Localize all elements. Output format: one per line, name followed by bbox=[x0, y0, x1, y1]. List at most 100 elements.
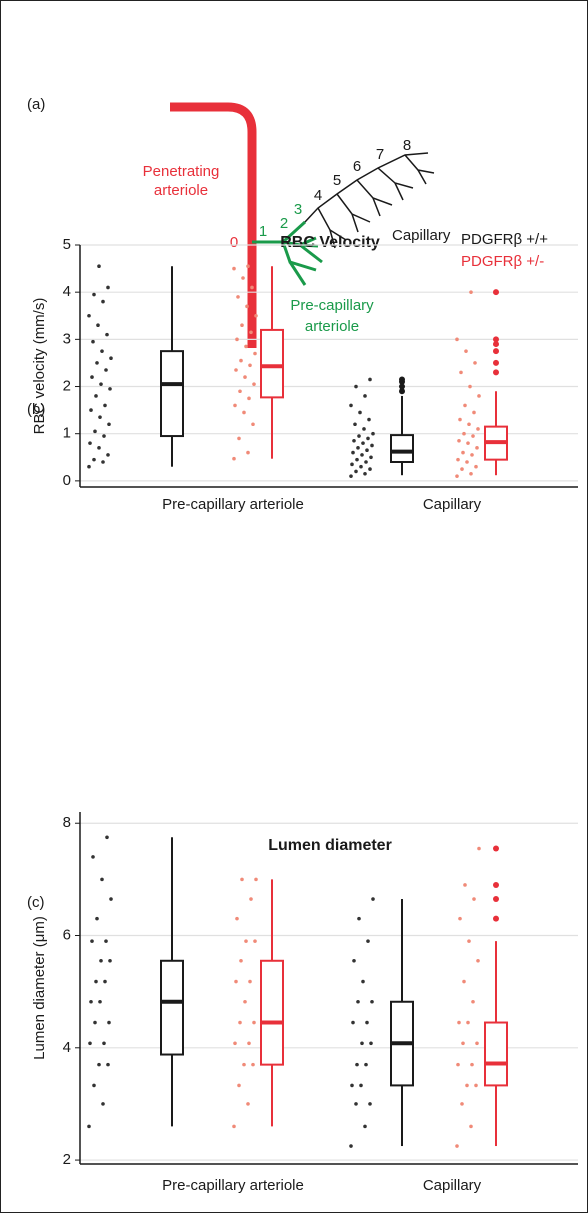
data-point bbox=[368, 1102, 372, 1106]
y-tick-label: 2 bbox=[63, 1151, 71, 1168]
data-point bbox=[460, 1102, 464, 1106]
y-tick-label: 3 bbox=[63, 330, 71, 347]
diagram-label: arteriole bbox=[154, 182, 208, 199]
data-point bbox=[364, 460, 368, 464]
x-tick-label: Pre-capillary arteriole bbox=[162, 496, 304, 513]
data-point bbox=[464, 349, 468, 353]
box bbox=[484, 1021, 508, 1087]
outlier bbox=[493, 289, 499, 296]
data-point bbox=[366, 436, 370, 441]
data-point bbox=[99, 958, 103, 963]
data-point bbox=[352, 958, 356, 963]
data-point bbox=[235, 916, 239, 921]
data-point bbox=[92, 292, 96, 297]
data-point bbox=[254, 313, 258, 318]
data-point bbox=[105, 835, 109, 840]
data-point bbox=[370, 443, 374, 448]
data-point bbox=[102, 434, 106, 438]
data-point bbox=[457, 438, 461, 443]
data-point bbox=[93, 429, 97, 434]
data-point bbox=[355, 457, 359, 462]
data-point bbox=[94, 394, 98, 398]
box bbox=[160, 350, 184, 438]
panel-label: (a) bbox=[27, 96, 45, 113]
data-point bbox=[456, 1062, 460, 1067]
data-point bbox=[468, 384, 472, 389]
y-tick-label: 6 bbox=[63, 926, 71, 943]
data-point bbox=[237, 436, 241, 441]
x-tick-label: Capillary bbox=[423, 496, 482, 513]
data-point bbox=[233, 403, 237, 408]
data-point bbox=[369, 1041, 373, 1046]
chart-title: Lumen diameter bbox=[268, 837, 392, 854]
data-point bbox=[356, 446, 360, 450]
y-tick-label: 5 bbox=[63, 236, 71, 253]
data-point bbox=[354, 384, 358, 389]
data-point bbox=[89, 999, 93, 1004]
data-point bbox=[455, 1144, 459, 1148]
outlier bbox=[493, 348, 499, 355]
box bbox=[260, 328, 284, 399]
data-point bbox=[359, 464, 363, 469]
data-point bbox=[354, 1102, 358, 1106]
data-point bbox=[356, 999, 360, 1004]
data-point bbox=[361, 979, 365, 984]
data-point bbox=[244, 344, 248, 349]
data-point bbox=[460, 467, 464, 471]
data-point bbox=[455, 337, 459, 342]
data-point bbox=[350, 1083, 354, 1088]
legend-entry: PDGFRβ +/+ bbox=[461, 231, 548, 248]
data-point bbox=[247, 1041, 251, 1046]
data-point bbox=[355, 1062, 359, 1067]
y-tick-label: 2 bbox=[63, 377, 71, 394]
data-point bbox=[349, 1144, 353, 1148]
data-point bbox=[106, 1062, 110, 1067]
data-point bbox=[368, 467, 372, 471]
data-point bbox=[248, 979, 252, 984]
data-point bbox=[89, 408, 93, 412]
data-point bbox=[96, 323, 100, 327]
data-point bbox=[369, 455, 373, 460]
order-label: 5 bbox=[333, 172, 341, 189]
data-point bbox=[457, 1020, 461, 1025]
data-point bbox=[368, 377, 372, 382]
data-point bbox=[363, 471, 367, 476]
data-point bbox=[92, 1083, 96, 1088]
data-point bbox=[95, 361, 99, 365]
data-point bbox=[105, 332, 109, 337]
y-tick-label: 1 bbox=[63, 425, 71, 442]
data-point bbox=[459, 370, 463, 375]
panel-label: (c) bbox=[27, 894, 45, 911]
data-point bbox=[246, 264, 250, 269]
data-point bbox=[232, 456, 236, 461]
data-point bbox=[362, 427, 366, 431]
data-point bbox=[246, 450, 250, 455]
data-point bbox=[354, 469, 358, 474]
data-point bbox=[240, 323, 244, 327]
outlier bbox=[493, 915, 499, 922]
data-point bbox=[351, 1020, 355, 1025]
outlier bbox=[493, 896, 499, 903]
data-point bbox=[247, 396, 251, 401]
data-point bbox=[88, 1041, 92, 1046]
order-label: 1 bbox=[259, 223, 267, 240]
box bbox=[160, 959, 184, 1056]
data-point bbox=[371, 897, 375, 901]
data-point bbox=[104, 939, 108, 943]
data-point bbox=[248, 363, 252, 368]
data-point bbox=[103, 979, 107, 984]
data-point bbox=[239, 958, 243, 963]
box bbox=[260, 959, 284, 1066]
data-point bbox=[351, 450, 355, 455]
data-point bbox=[241, 276, 245, 280]
data-point bbox=[97, 446, 101, 450]
data-point bbox=[91, 339, 95, 344]
data-point bbox=[476, 958, 480, 963]
data-point bbox=[237, 1083, 241, 1088]
data-point bbox=[475, 1041, 479, 1046]
diagram-label: Pre-capillary bbox=[290, 297, 374, 314]
outlier bbox=[493, 845, 499, 852]
data-point bbox=[243, 999, 247, 1004]
data-point bbox=[101, 1102, 105, 1106]
data-point bbox=[244, 939, 248, 943]
